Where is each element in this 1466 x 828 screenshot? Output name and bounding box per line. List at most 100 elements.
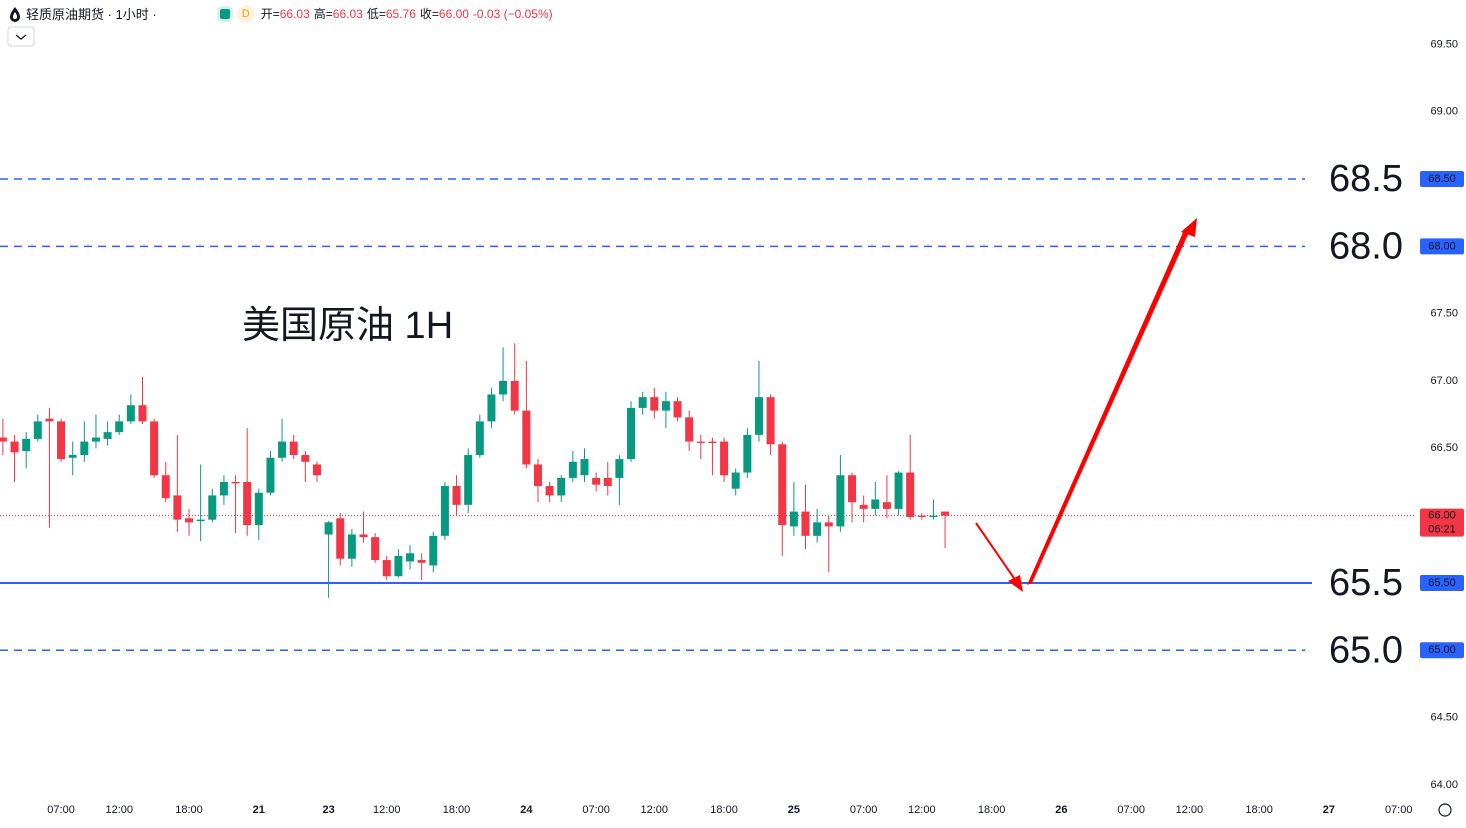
settings-icon[interactable] bbox=[1438, 803, 1452, 817]
candle-body bbox=[266, 457, 275, 493]
candle-body bbox=[22, 438, 31, 452]
candle-body bbox=[126, 405, 135, 422]
plot: 69.50 69.00 67.50 67.00 66.50 64.50 64.00 07:00… bbox=[0, 38, 1464, 816]
candle-body bbox=[312, 464, 321, 476]
x-tick-label: 25 bbox=[788, 804, 800, 816]
symbol-icon bbox=[10, 6, 20, 22]
candle-body bbox=[813, 522, 822, 536]
candle-body bbox=[487, 394, 496, 422]
ohlc-label: 低= bbox=[366, 7, 386, 21]
y-tick-label: 67.00 bbox=[1430, 375, 1458, 387]
candle-body bbox=[510, 380, 519, 411]
candle-body bbox=[0, 437, 7, 442]
candle-body bbox=[10, 441, 19, 453]
candle-body bbox=[417, 560, 426, 563]
candle-body bbox=[557, 477, 566, 496]
candle-body bbox=[720, 441, 729, 476]
candle-body bbox=[243, 481, 252, 526]
x-tick-label: 21 bbox=[253, 804, 265, 816]
countdown: 06:21 bbox=[1428, 524, 1456, 536]
candle-body bbox=[592, 477, 601, 485]
last-price-badge bbox=[1420, 508, 1464, 537]
candle-body bbox=[929, 515, 938, 517]
candle-body bbox=[638, 397, 647, 408]
candle-body bbox=[848, 475, 857, 503]
y-tick-label: 64.00 bbox=[1430, 779, 1458, 791]
candle-body bbox=[627, 407, 636, 460]
level-badge bbox=[1420, 642, 1464, 659]
candle-body bbox=[475, 421, 484, 456]
x-tick-label: 18:00 bbox=[710, 804, 738, 816]
badge: D bbox=[236, 4, 255, 23]
candle-body bbox=[464, 455, 473, 505]
x-tick-label: 07:00 bbox=[47, 804, 75, 816]
change: -0.03 (−0.05%) bbox=[472, 6, 553, 21]
candle-body bbox=[615, 459, 624, 478]
candle-body bbox=[533, 464, 542, 487]
candle-body bbox=[499, 380, 508, 395]
candle-body bbox=[219, 481, 228, 496]
candle-body bbox=[278, 441, 287, 458]
candle-body bbox=[906, 472, 915, 517]
candle-body bbox=[778, 444, 787, 526]
candle-body bbox=[440, 486, 449, 536]
x-tick-label: 12:00 bbox=[1176, 804, 1204, 816]
candle-body bbox=[917, 515, 926, 517]
candle-body bbox=[150, 421, 159, 476]
candle-body bbox=[359, 534, 368, 538]
candle-body bbox=[161, 475, 170, 499]
ohlc-value: 66.03 bbox=[332, 7, 363, 21]
candle-body bbox=[824, 522, 833, 527]
x-tick-label: 12:00 bbox=[908, 804, 936, 816]
candle-body bbox=[894, 472, 903, 509]
x-tick-label: 07:00 bbox=[1385, 804, 1413, 816]
candle-body bbox=[301, 455, 310, 462]
candle-body bbox=[871, 499, 880, 509]
level-badge-label: 68.50 bbox=[1428, 173, 1456, 185]
candle-body bbox=[196, 519, 205, 522]
candle-body bbox=[801, 511, 810, 536]
candle-body bbox=[522, 410, 531, 465]
x-tick-label: 07:00 bbox=[582, 804, 610, 816]
y-tick-label: 69.00 bbox=[1430, 106, 1458, 118]
candle-body bbox=[208, 495, 217, 520]
candle-body bbox=[580, 459, 589, 476]
ohlc: 开=66.03 高=66.03 低=65.76 收=66.00 bbox=[261, 5, 473, 22]
x-tick-label: 07:00 bbox=[850, 804, 878, 816]
legend-header: 轻质原油期货 · 1小时 · D 开=66.03 高=66.03 低=65.76 收=… bbox=[8, 4, 558, 23]
candle-body bbox=[673, 401, 682, 418]
candle-body bbox=[603, 477, 612, 487]
candle-body bbox=[708, 441, 717, 443]
candle-body bbox=[545, 486, 554, 496]
collapse-button[interactable] bbox=[7, 26, 35, 47]
ohlc-value: 65.76 bbox=[385, 7, 416, 21]
candle-body bbox=[685, 417, 694, 442]
x-tick-label: 12:00 bbox=[373, 804, 401, 816]
arrow-head bbox=[1181, 218, 1197, 237]
ohlc-value: 66.00 bbox=[438, 7, 469, 21]
candle-body bbox=[743, 434, 752, 473]
level-badge bbox=[1420, 238, 1464, 255]
y-tick-label: 67.50 bbox=[1430, 308, 1458, 320]
candle-body bbox=[429, 535, 438, 566]
candle-body bbox=[452, 486, 461, 505]
candle-body bbox=[406, 553, 415, 562]
x-tick-label: 24 bbox=[520, 804, 533, 816]
x-tick-label: 23 bbox=[322, 804, 334, 816]
candle-body bbox=[138, 405, 147, 422]
ohlc-value: 66.03 bbox=[279, 7, 310, 21]
candle-body bbox=[696, 441, 705, 443]
candle-body bbox=[731, 472, 740, 489]
candle-body bbox=[754, 397, 763, 435]
candle-body bbox=[394, 556, 403, 577]
candle-body bbox=[324, 522, 333, 535]
y-tick-label: 69.50 bbox=[1430, 38, 1458, 50]
candle-body bbox=[173, 495, 182, 520]
candle-body bbox=[766, 397, 775, 445]
candle-body bbox=[289, 441, 298, 456]
annotation: 美国原油 1H bbox=[242, 305, 453, 347]
x-tick-label: 26 bbox=[1055, 804, 1067, 816]
candle-body bbox=[68, 455, 77, 458]
